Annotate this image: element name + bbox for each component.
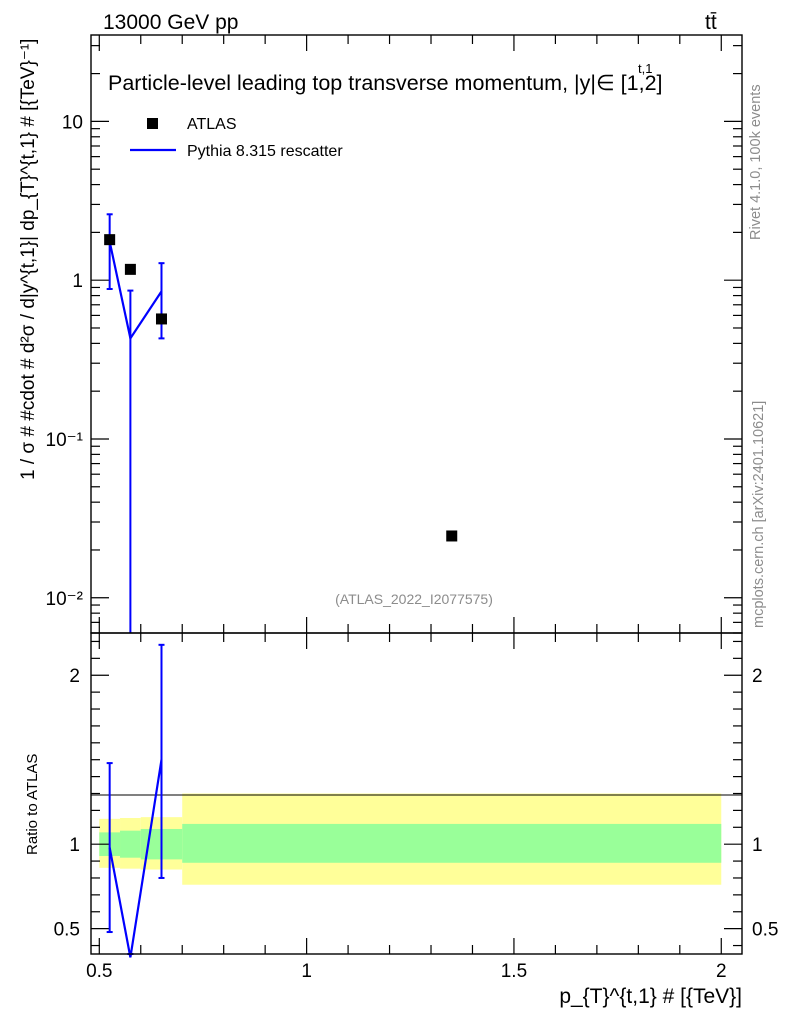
energy-label: 13000 GeV pp <box>103 11 238 34</box>
y-tick-label-ratio: 0.5 <box>54 920 80 941</box>
pythia-line <box>108 241 163 342</box>
x-tick-label: 0.5 <box>86 961 112 982</box>
main-axis-ticks: 10⁻² 10⁻¹ 1 10 <box>46 35 742 634</box>
ratio-bands <box>99 793 722 885</box>
y-tick-label-ratio: 1 <box>69 835 80 856</box>
ratio-data <box>106 643 165 958</box>
x-tick-label: 1.5 <box>501 961 527 982</box>
ratio-band-inner <box>120 830 141 858</box>
y-tick-label-main: 1 <box>72 271 83 292</box>
ratio-axis-ticks: 0.5 1 1.5 2 0.5 0.5 1 1 2 2 <box>54 633 778 982</box>
process-label: tt̄ <box>705 11 717 34</box>
y-tick-label-ratio: 2 <box>69 666 80 687</box>
y-tick-label-main: 10⁻¹ <box>46 430 84 451</box>
legend-pythia-label: Pythia 8.315 rescatter <box>187 143 343 160</box>
atlas-point <box>446 530 458 542</box>
y-axis-label: 1 / σ # #cdot # d²σ / d|y^{t,1}| dp_{T}^… <box>18 39 39 480</box>
main-panel: 10⁻² 10⁻¹ 1 10 Particle-level leading top t… <box>46 34 743 634</box>
x-axis-label: p_{T}^{t,1} # [{TeV}] <box>559 985 742 1008</box>
legend: ATLAS Pythia 8.315 rescatter <box>130 116 343 160</box>
legend-atlas-marker <box>147 118 158 129</box>
atlas-point <box>124 263 136 275</box>
atlas-point <box>155 313 167 325</box>
y-tick-label-main: 10 <box>62 112 83 133</box>
ratio-y-axis-label: Ratio to ATLAS <box>24 754 41 855</box>
x-tick-label: 2 <box>716 961 727 982</box>
ratio-panel: 0.5 1 1.5 2 0.5 0.5 1 1 2 2 <box>54 632 778 982</box>
ratio-band-inner <box>182 823 722 863</box>
analysis-id: (ATLAS_2022_I2077575) <box>335 591 493 607</box>
source-label: mcplots.cern.ch [arXiv:2401.10621] <box>751 401 767 628</box>
chart-title-superscript: t,1 <box>638 61 652 76</box>
y-tick-label-ratio-right: 2 <box>752 666 763 687</box>
x-tick-label: 1 <box>301 961 312 982</box>
y-tick-label-ratio-right: 0.5 <box>752 920 778 941</box>
atlas-point <box>104 234 116 246</box>
pythia-ratio-line <box>108 759 163 958</box>
ratio-frame <box>90 632 743 955</box>
y-tick-label-main: 10⁻² <box>46 589 84 610</box>
main-data <box>104 213 458 633</box>
legend-atlas-label: ATLAS <box>187 116 237 133</box>
rivet-label: Rivet 4.1.0, 100k events <box>748 84 764 240</box>
y-tick-label-ratio-right: 1 <box>752 835 763 856</box>
chart-title: Particle-level leading top transverse mo… <box>108 71 663 95</box>
